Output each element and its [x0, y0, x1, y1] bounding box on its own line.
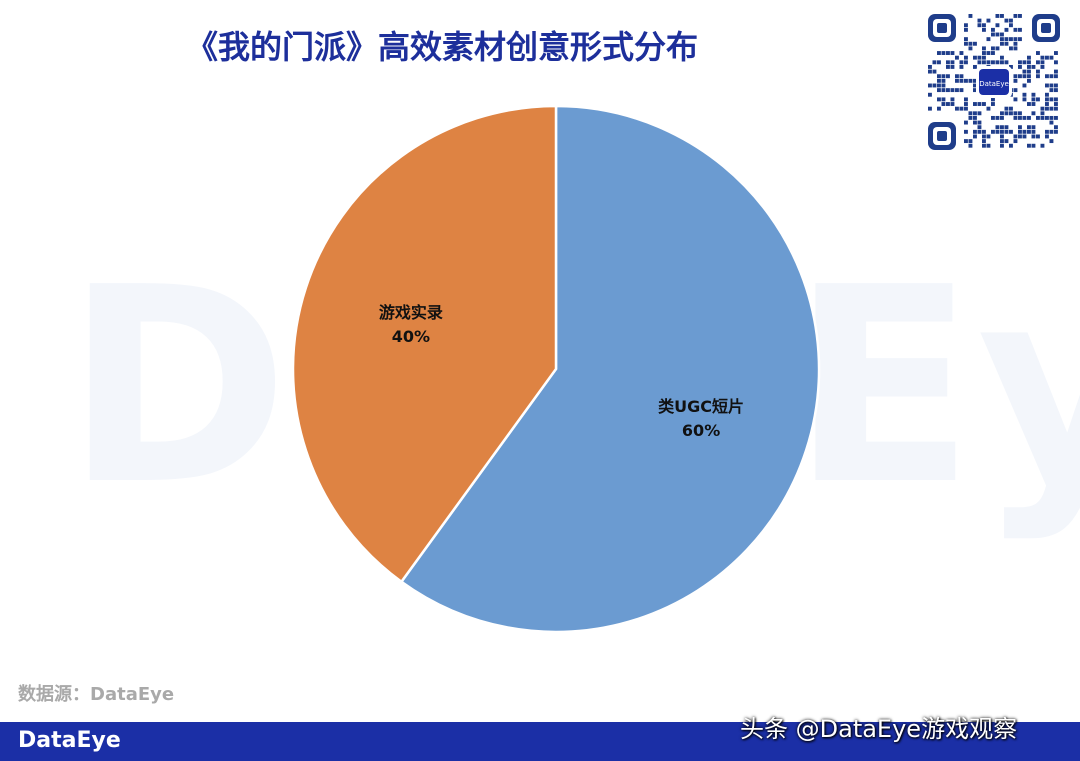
pie-slice-label: 游戏实录 [379, 303, 443, 322]
pie-slice-2 [291, 104, 558, 584]
qr-logo-text: DataEye [979, 80, 1009, 88]
qr-code-icon: DataEye [926, 12, 1062, 152]
chart-title: 《我的门派》高效素材创意形式分布 [186, 28, 699, 66]
pie-slice-value: 60% [682, 421, 720, 440]
data-source-note: 数据源：DataEye [18, 684, 175, 705]
footer-bar: DataEye [0, 722, 1080, 761]
pie-slice-label: 类UGC短片 [658, 397, 744, 416]
footer-brand-logo: DataEye [18, 728, 121, 753]
pie-slice-1 [399, 104, 821, 634]
footer-credit: 头条 @DataEye游戏观察 [740, 715, 1018, 743]
pie-slice-value: 40% [392, 327, 430, 346]
